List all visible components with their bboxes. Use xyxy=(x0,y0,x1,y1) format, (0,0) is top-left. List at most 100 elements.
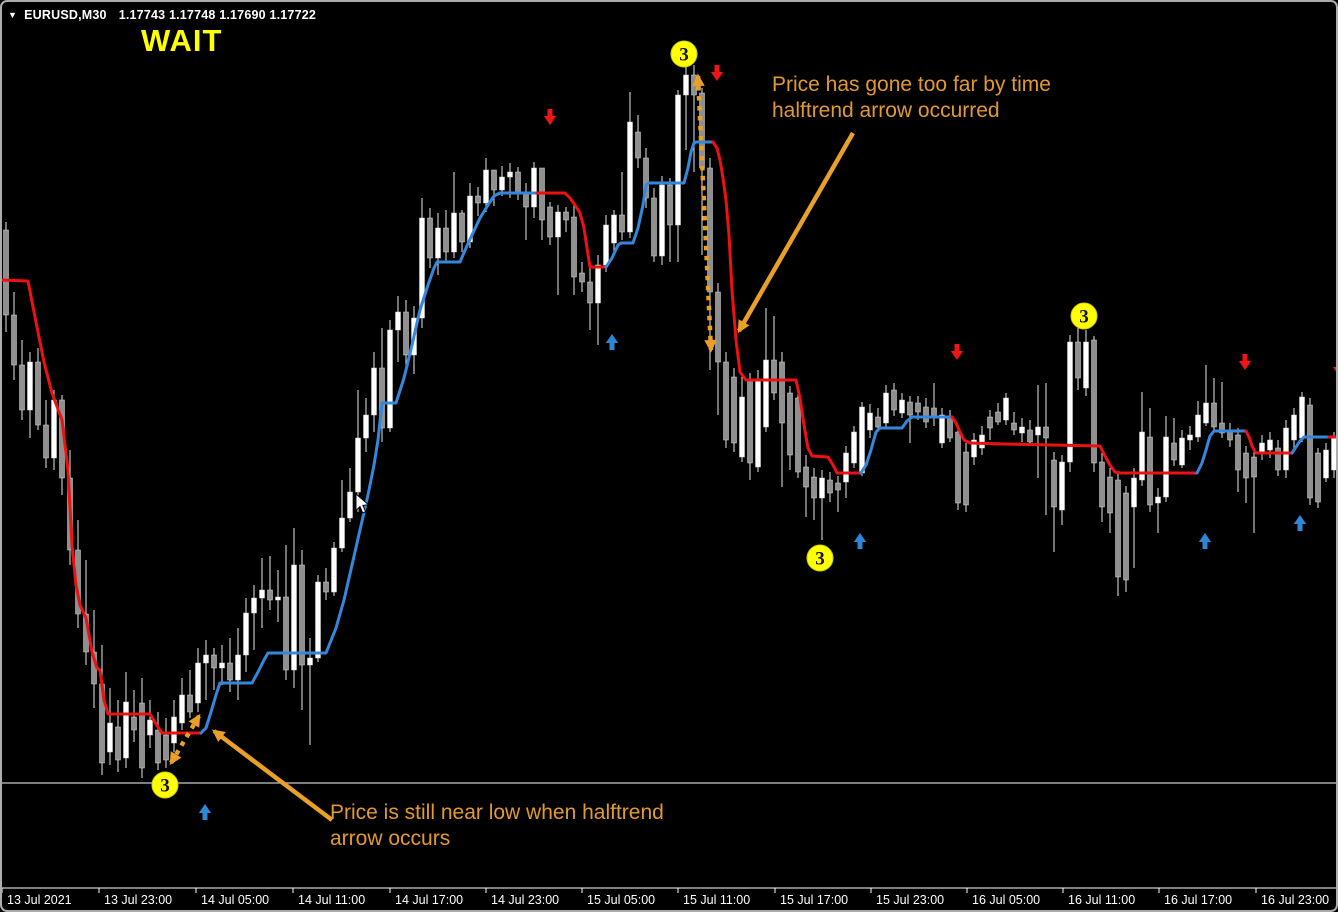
annotation-pointer-arrow[interactable] xyxy=(212,729,334,822)
candle xyxy=(1011,412,1017,435)
candle xyxy=(827,472,833,502)
time-axis-label: 15 Jul 05:00 xyxy=(587,893,655,907)
candle xyxy=(595,255,601,345)
sell-arrow-icon[interactable] xyxy=(543,109,557,125)
candle xyxy=(1299,392,1305,442)
candle xyxy=(651,188,657,262)
sell-arrow-icon[interactable] xyxy=(1332,360,1338,376)
candle xyxy=(627,92,633,238)
time-axis-label: 15 Jul 17:00 xyxy=(780,893,848,907)
candle xyxy=(731,368,737,452)
candle xyxy=(195,648,201,712)
sell-arrow-icon[interactable] xyxy=(950,344,964,360)
annotation-pointer-arrow[interactable] xyxy=(737,131,855,334)
candle xyxy=(275,570,281,622)
candle xyxy=(259,558,265,628)
candle xyxy=(1027,420,1033,445)
candle xyxy=(339,480,345,552)
candle xyxy=(155,712,161,770)
candle xyxy=(987,410,993,440)
candle xyxy=(3,222,9,332)
buy-arrow-icon[interactable] xyxy=(198,804,212,820)
candle xyxy=(1083,330,1089,396)
buy-arrow-icon[interactable] xyxy=(853,533,867,549)
buy-arrow-icon[interactable] xyxy=(1198,533,1212,549)
signal-number-badge[interactable]: 3 xyxy=(670,40,698,68)
candles xyxy=(3,60,1337,778)
candle xyxy=(971,433,977,465)
candle xyxy=(963,443,969,512)
candle xyxy=(1131,468,1137,568)
annotation-top[interactable]: Price has gone too far by time halftrend… xyxy=(772,72,1051,124)
candle xyxy=(667,178,673,262)
candle xyxy=(763,308,769,432)
candle xyxy=(427,208,433,268)
sell-arrow-icon[interactable] xyxy=(1238,354,1252,370)
candle xyxy=(1323,443,1329,482)
candle xyxy=(851,426,857,468)
time-axis-label: 16 Jul 05:00 xyxy=(972,893,1040,907)
candle xyxy=(739,375,745,462)
candle xyxy=(363,398,369,452)
symbol-dropdown-icon[interactable]: ▼ xyxy=(8,10,18,20)
candle xyxy=(331,542,337,596)
candle xyxy=(811,468,817,520)
symbol-timeframe-label: EURUSD,M30 xyxy=(24,8,107,22)
candle xyxy=(187,670,193,718)
candle xyxy=(1291,408,1297,448)
candle xyxy=(1307,398,1313,505)
candle xyxy=(179,678,185,730)
candle xyxy=(955,426,961,510)
candle xyxy=(891,383,897,416)
candle xyxy=(1283,420,1289,478)
candle xyxy=(939,408,945,448)
candle xyxy=(1195,401,1201,442)
annotation-bottom[interactable]: Price is still near low when halftrend a… xyxy=(330,800,664,852)
candle xyxy=(235,628,241,700)
candle xyxy=(211,648,217,690)
candle xyxy=(1179,430,1185,468)
candle xyxy=(1035,385,1041,478)
candle xyxy=(491,169,497,206)
candle xyxy=(163,718,169,768)
time-axis-label: 15 Jul 11:00 xyxy=(683,893,750,907)
candle xyxy=(819,470,825,540)
time-axis-label: 13 Jul 23:00 xyxy=(104,893,172,907)
svg-text:3: 3 xyxy=(679,45,689,66)
candle xyxy=(691,65,697,172)
candle xyxy=(299,550,305,710)
candle xyxy=(1051,452,1057,552)
time-axis-label: 14 Jul 23:00 xyxy=(491,893,559,907)
buy-arrow-icon[interactable] xyxy=(1293,515,1307,531)
ohlc-quote-label: 1.17743 1.17748 1.17690 1.17722 xyxy=(118,8,317,22)
candle xyxy=(1075,328,1081,390)
candle xyxy=(451,172,457,258)
candle xyxy=(683,60,689,150)
candle xyxy=(1059,455,1065,525)
candle xyxy=(611,210,617,252)
signal-number-badge[interactable]: 3 xyxy=(151,771,179,799)
chart-header: ▼ EURUSD,M30 1.17743 1.17748 1.17690 1.1… xyxy=(8,8,316,22)
candle xyxy=(1275,440,1281,476)
time-axis-label: 16 Jul 23:00 xyxy=(1261,893,1329,907)
time-axis-label: 16 Jul 17:00 xyxy=(1164,893,1232,907)
candle xyxy=(323,568,329,600)
candle xyxy=(435,213,441,275)
candle xyxy=(635,115,641,168)
candle xyxy=(715,283,721,415)
candle xyxy=(771,316,777,400)
candle xyxy=(1091,336,1097,472)
sell-arrow-icon[interactable] xyxy=(710,65,724,81)
candle xyxy=(27,352,33,438)
candle xyxy=(1147,408,1153,512)
signal-number-badge[interactable]: 3 xyxy=(806,544,834,572)
candle xyxy=(555,205,561,295)
candle xyxy=(643,148,649,208)
buy-arrow-icon[interactable] xyxy=(605,334,619,350)
candle xyxy=(43,400,49,468)
signal-number-badge[interactable]: 3 xyxy=(1070,302,1098,330)
candle xyxy=(1211,378,1217,430)
time-axis-label: 14 Jul 17:00 xyxy=(395,893,463,907)
